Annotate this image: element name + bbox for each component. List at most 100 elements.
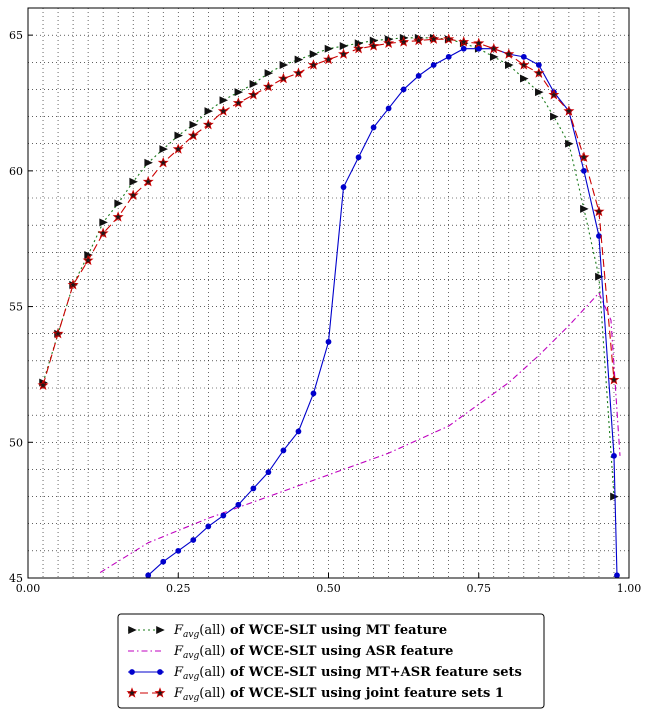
legend-label: Favg(all) of WCE-SLT using MT feature — [173, 623, 447, 640]
data-point — [368, 40, 380, 51]
legend-label-subscript: avg — [183, 693, 199, 703]
data-point — [145, 572, 152, 578]
data-point — [310, 390, 317, 397]
data-point — [277, 72, 289, 84]
data-point — [458, 36, 470, 47]
data-point — [503, 48, 515, 59]
data-point — [128, 626, 137, 634]
chart-series-layer — [37, 33, 621, 578]
data-point — [144, 158, 153, 167]
data-point — [535, 62, 542, 68]
legend-item: Favg(all) of WCE-SLT using MT+ASR featur… — [128, 665, 522, 682]
data-point — [217, 105, 229, 116]
data-point — [99, 218, 108, 227]
data-point — [323, 53, 334, 65]
data-point — [488, 42, 500, 54]
legend-label-symbol: F — [173, 623, 184, 638]
data-point — [340, 184, 347, 191]
data-point — [309, 50, 319, 59]
data-point — [548, 89, 560, 100]
legend-box — [117, 613, 545, 709]
series-line — [42, 38, 615, 386]
series-3 — [145, 45, 620, 578]
data-point — [157, 156, 169, 168]
data-point — [175, 547, 182, 554]
legend-label: Favg(all) of WCE-SLT using ASR feature — [173, 644, 453, 661]
series-line — [147, 48, 618, 576]
data-point — [400, 86, 407, 93]
data-point — [232, 97, 244, 108]
legend-item: Favg(all) of WCE-SLT using joint feature… — [126, 686, 504, 703]
data-point — [249, 80, 259, 88]
data-point — [608, 374, 620, 385]
data-point — [614, 572, 620, 578]
axis-ticks: 0.00 0.25 0.50 0.75 1.00 45 50 55 60 65 — [9, 29, 641, 595]
data-point — [533, 67, 545, 78]
data-point — [593, 205, 605, 217]
data-point — [37, 379, 49, 390]
data-point — [279, 61, 289, 69]
data-point — [370, 124, 377, 131]
data-point — [413, 34, 425, 46]
legend-label-symbol: F — [173, 686, 184, 701]
data-point — [82, 254, 94, 266]
data-point — [581, 167, 587, 174]
data-point — [280, 447, 287, 454]
data-point — [295, 428, 302, 435]
data-point — [250, 485, 257, 492]
legend-label: Favg(all) of WCE-SLT using MT+ASR featur… — [173, 665, 522, 682]
data-point — [475, 45, 482, 52]
data-point — [578, 151, 590, 162]
series-4 — [37, 33, 620, 390]
data-point — [563, 105, 575, 116]
data-point — [443, 33, 455, 44]
data-point — [174, 131, 183, 140]
legend-label-text: of WCE-SLT using MT+ASR feature sets — [225, 665, 521, 680]
data-point — [339, 42, 349, 50]
y-tick-label: 45 — [9, 572, 23, 585]
legend-label-text: of WCE-SLT using ASR feature — [225, 644, 453, 659]
data-point — [294, 55, 304, 64]
legend-label-argument: (all) — [199, 623, 225, 638]
y-tick-label: 65 — [9, 29, 23, 42]
data-point — [219, 96, 229, 105]
legend-label: Favg(all) of WCE-SLT using joint feature… — [173, 686, 504, 703]
series-line — [42, 37, 615, 497]
data-point — [187, 129, 199, 141]
data-point — [520, 74, 529, 83]
data-point — [324, 44, 334, 53]
data-point — [129, 177, 138, 186]
x-tick-label: 0.00 — [16, 582, 41, 595]
data-point — [535, 88, 544, 97]
x-tick-label: 0.25 — [166, 582, 191, 595]
data-point — [445, 53, 452, 60]
data-point — [202, 118, 214, 130]
data-point — [307, 59, 319, 70]
x-tick-label: 0.50 — [316, 582, 341, 595]
data-point — [383, 37, 395, 48]
legend-label-symbol: F — [173, 665, 184, 680]
data-point — [189, 120, 198, 129]
data-point — [595, 272, 604, 281]
data-point — [234, 88, 244, 97]
y-tick-label: 55 — [9, 301, 23, 314]
data-point — [172, 143, 184, 154]
data-point — [205, 523, 212, 530]
legend-label-argument: (all) — [199, 665, 225, 680]
x-tick-label: 0.75 — [467, 582, 492, 595]
data-point — [398, 36, 410, 47]
data-point — [460, 45, 467, 52]
legend-label-text: of WCE-SLT using joint feature sets 1 — [225, 686, 503, 701]
legend-item: Favg(all) of WCE-SLT using ASR feature — [128, 644, 453, 661]
data-point — [430, 62, 437, 68]
data-point — [355, 154, 362, 161]
data-point — [190, 537, 197, 543]
data-point — [292, 67, 304, 78]
data-point — [325, 338, 332, 345]
series-line — [99, 292, 621, 574]
data-point — [264, 69, 274, 78]
data-point — [127, 189, 139, 200]
data-point — [204, 107, 214, 116]
data-point — [97, 227, 109, 238]
